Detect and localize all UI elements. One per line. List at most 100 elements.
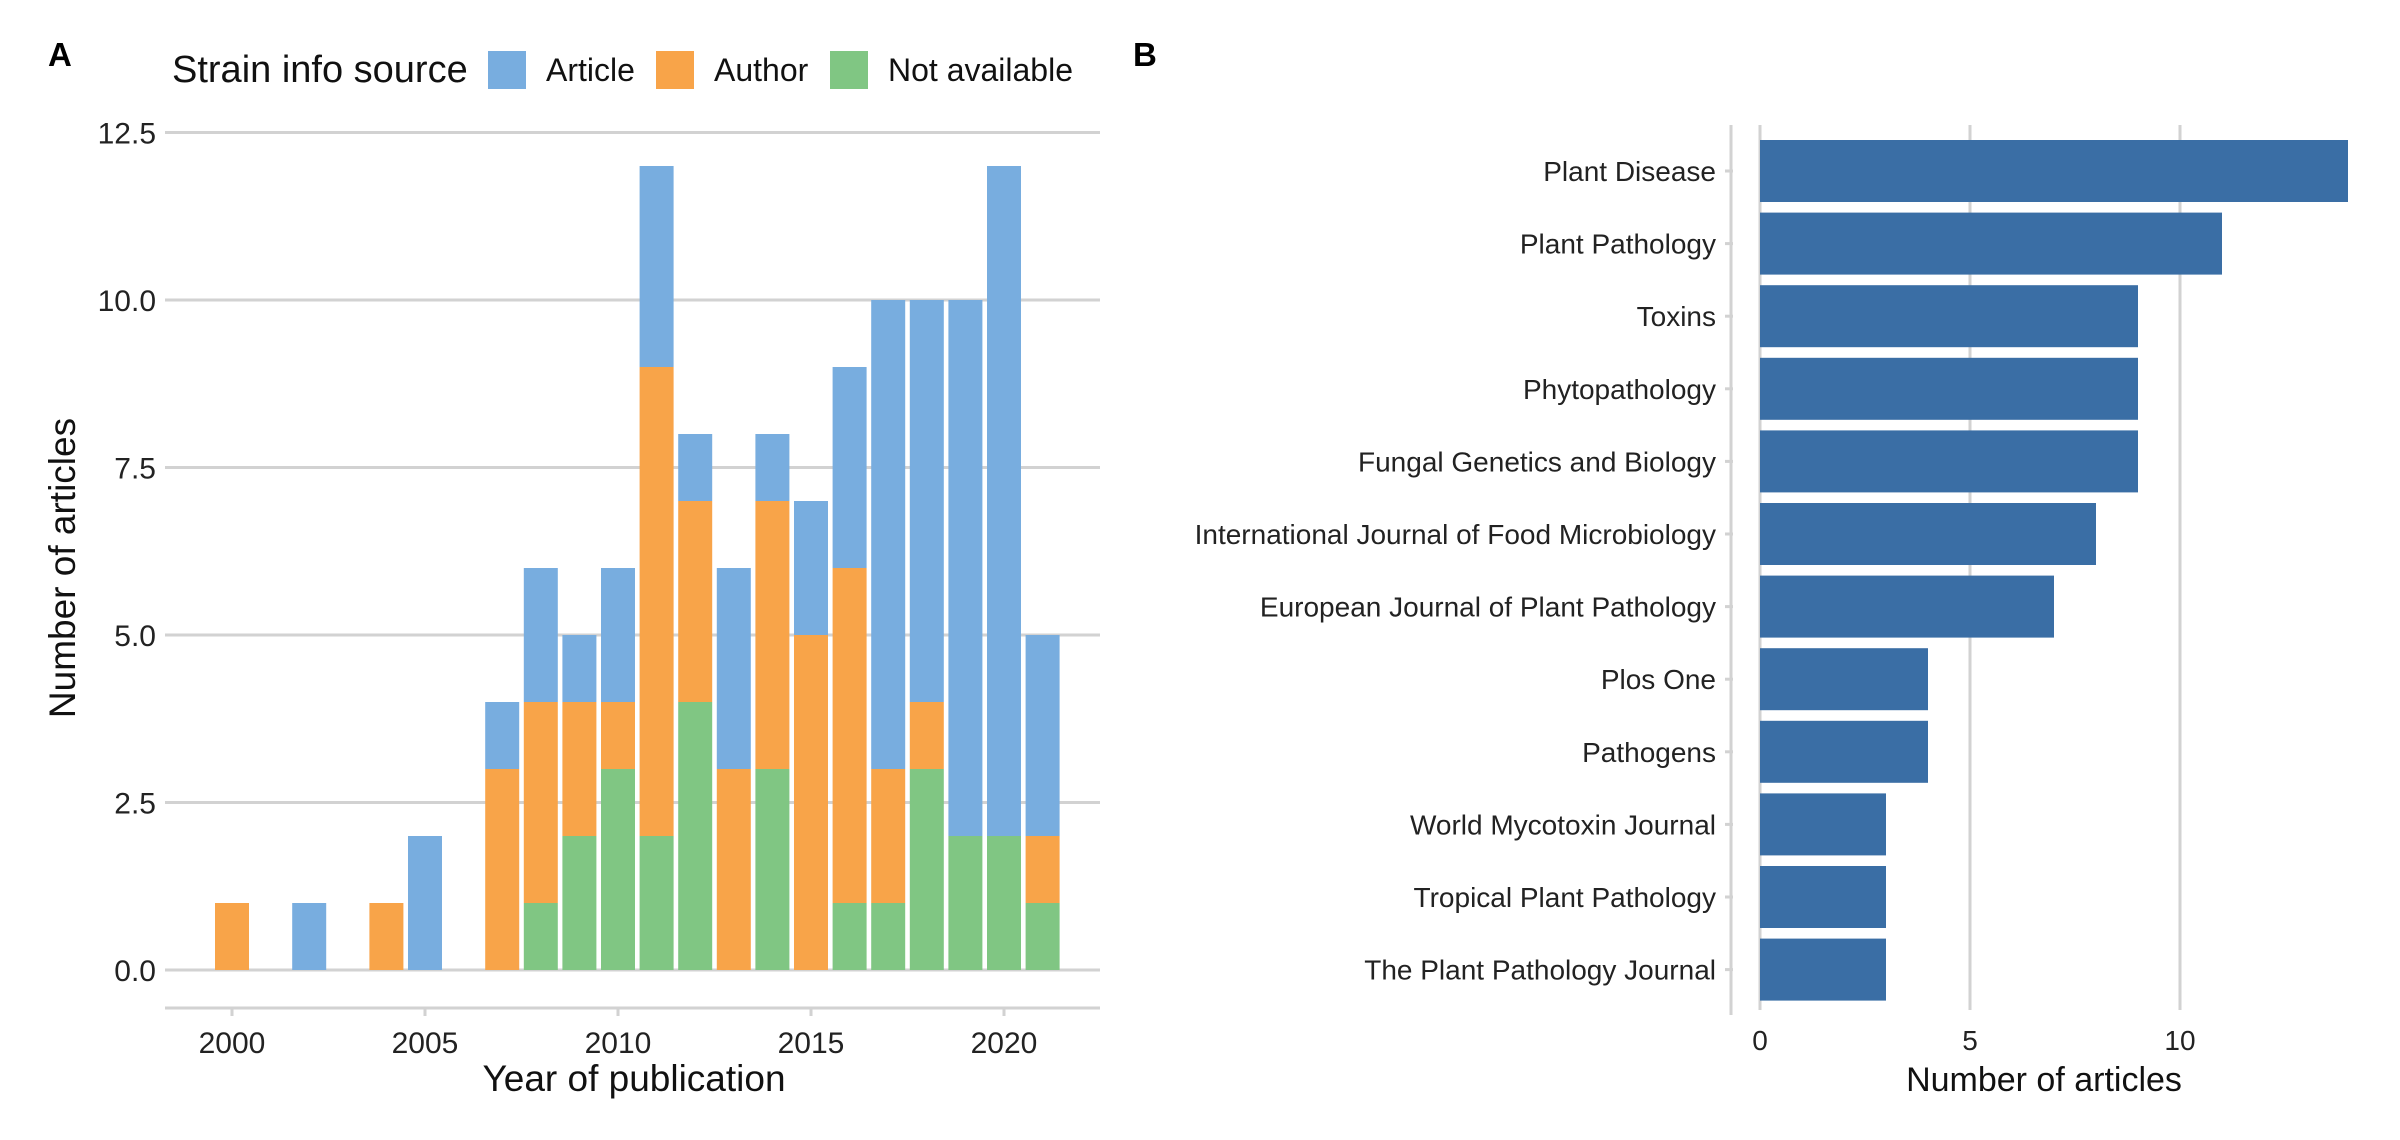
bar-2011-author	[639, 367, 674, 836]
bar-2010-author	[601, 702, 635, 769]
bar-2010-not-available	[601, 769, 635, 970]
bar-2015-author	[794, 635, 828, 970]
bar-2017-author	[871, 769, 906, 903]
journal-label: Plant Disease	[1543, 156, 1716, 187]
bar-2015-article	[794, 501, 828, 635]
x-axis-title: Year of publication	[482, 1058, 785, 1099]
legend-swatch-article	[488, 51, 526, 89]
bar-phytopathology	[1760, 357, 2138, 420]
bar-2010-article	[601, 568, 635, 702]
bar-2011-not-available	[639, 836, 674, 970]
bar-2007-article	[485, 702, 520, 769]
x-tick-label: 2005	[392, 1027, 459, 1060]
bar-2014-article	[755, 434, 790, 501]
bar-2005-article	[408, 836, 442, 970]
journal-label: Toxins	[1637, 301, 1716, 332]
legend-label-not-available: Not available	[888, 52, 1073, 88]
x-axis-ticks-b: 0 5 10	[1752, 1025, 2195, 1056]
bar-2017-article	[871, 300, 906, 769]
bar-2018-not-available	[909, 769, 944, 970]
bar-tropical-plant-pathology	[1760, 866, 1886, 928]
legend-label-author: Author	[714, 52, 809, 88]
bar-2019-article	[948, 300, 983, 836]
legend-title: Strain info source	[172, 49, 468, 91]
journal-label: Pathogens	[1582, 737, 1716, 768]
y-tick-label: 0.0	[114, 955, 156, 988]
bar-european-journal-of-plant-pathology	[1760, 575, 2054, 638]
bar-plant-disease	[1760, 140, 2348, 202]
x-axis-ticks: 2000 2005 2010 2015 2020	[199, 1008, 1038, 1060]
journal-label: International Journal of Food Microbiolo…	[1195, 519, 1716, 550]
bar-2013-author	[716, 769, 751, 970]
bar-2009-author	[562, 702, 597, 836]
y-tick-label: 10.0	[98, 285, 156, 318]
bar-2008-not-available	[523, 903, 558, 970]
bar-2021-not-available	[1025, 903, 1060, 970]
bar-2014-author	[755, 501, 790, 769]
x-tick-label: 2010	[585, 1027, 652, 1060]
journal-label: World Mycotoxin Journal	[1410, 809, 1716, 840]
bar-2019-not-available	[948, 836, 983, 970]
bar-2011-article	[639, 166, 674, 367]
bar-2020-not-available	[987, 836, 1021, 970]
bar-toxins	[1760, 285, 2138, 348]
panel-a-label: A	[48, 36, 72, 73]
bar-2000-author	[215, 903, 249, 970]
bar-pathogens	[1760, 720, 1928, 783]
bar-2021-author	[1025, 836, 1060, 903]
bar-2009-article	[562, 635, 597, 702]
legend: Strain info source Article Author Not av…	[172, 49, 1073, 91]
bar-2013-article	[716, 568, 751, 769]
x-tick-label-b: 10	[2164, 1025, 2195, 1056]
x-tick-label: 2015	[778, 1027, 845, 1060]
journal-label: The Plant Pathology Journal	[1364, 955, 1716, 986]
panel-b-label: B	[1133, 36, 1157, 73]
bar-2002-article	[292, 903, 327, 970]
y-tick-label: 2.5	[114, 788, 156, 821]
y-axis-title: Number of articles	[42, 418, 83, 718]
bar-2007-author	[485, 769, 520, 970]
legend-swatch-not-available	[830, 51, 868, 89]
journal-label: European Journal of Plant Pathology	[1260, 592, 1716, 623]
panel-a-chart: A Strain info source Article Author Not …	[42, 36, 1100, 1099]
bar-international-journal-of-food-microbiology	[1760, 503, 2096, 565]
legend-swatch-author	[656, 51, 694, 89]
x-tick-label: 2000	[199, 1027, 266, 1060]
journal-label: Plos One	[1601, 664, 1716, 695]
bar-2008-article	[523, 568, 558, 702]
journal-label: Plant Pathology	[1520, 229, 1716, 260]
bar-2004-author	[369, 903, 404, 970]
bar-the-plant-pathology-journal	[1760, 938, 1886, 1001]
bar-2012-author	[678, 501, 713, 702]
bar-2017-not-available	[871, 903, 906, 970]
x-tick-label: 2020	[971, 1027, 1038, 1060]
x-axis-title-b: Number of articles	[1906, 1061, 2182, 1099]
bar-2009-not-available	[562, 836, 597, 970]
journal-labels: Plant Disease Plant Pathology Toxins Phytop…	[1195, 156, 1733, 986]
stacked-bars	[215, 166, 1060, 970]
y-tick-label: 7.5	[114, 453, 156, 486]
panel-b-chart: B Plant Disease Plant Pathology Toxins Phyt…	[1133, 36, 2348, 1099]
bar-2018-article	[909, 300, 944, 702]
bar-2016-article	[832, 367, 867, 568]
y-tick-label: 12.5	[98, 118, 156, 151]
journal-label: Fungal Genetics and Biology	[1358, 446, 1716, 477]
legend-label-article: Article	[546, 52, 635, 88]
bar-2014-not-available	[755, 769, 790, 970]
y-axis-ticks: 0.0 2.5 5.0 7.5 10.0 12.5	[98, 118, 156, 989]
y-tick-label: 5.0	[114, 620, 156, 653]
bar-2012-article	[678, 434, 713, 501]
bar-plos-one	[1760, 648, 1928, 711]
bar-2021-article	[1025, 635, 1060, 836]
x-tick-label-b: 5	[1962, 1025, 1978, 1056]
bar-2018-author	[909, 702, 944, 769]
journal-bars	[1760, 140, 2348, 1001]
bar-fungal-genetics-and-biology	[1760, 430, 2138, 493]
journal-label: Phytopathology	[1523, 374, 1716, 405]
bar-world-mycotoxin-journal	[1760, 793, 1886, 856]
bar-plant-pathology	[1760, 212, 2222, 275]
x-tick-label-b: 0	[1752, 1025, 1768, 1056]
bar-2008-author	[523, 702, 558, 903]
bar-2020-article	[987, 166, 1021, 836]
